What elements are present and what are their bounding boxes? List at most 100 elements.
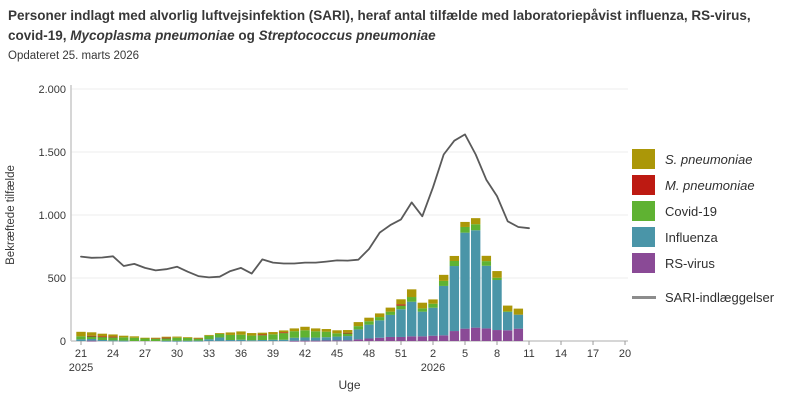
legend-swatch-icon [632, 227, 655, 247]
legend-item-line: SARI-indlæggelser [632, 284, 774, 310]
bar-segment-covid-19 [428, 303, 438, 308]
bar-segment-influenza [76, 339, 86, 341]
sari-admissions-line [80, 133, 530, 279]
bar-segment-rs-virus [353, 339, 364, 341]
bar-segment-s-pneumoniae [470, 218, 481, 225]
legend-item: RS-virus [632, 250, 774, 276]
bar-segment-influenza [364, 324, 374, 339]
title-text: Personer indlagt med alvorlig luftvejsin… [8, 8, 751, 43]
bar-segment-rs-virus [300, 340, 310, 342]
bar-segment-influenza [278, 339, 289, 341]
chart-legend: S. pneumoniae M. pneumoniae Covid-19 Influe… [632, 146, 774, 310]
bar-segment-rs-virus [321, 340, 332, 342]
legend-swatch-icon [632, 149, 655, 169]
bar-segment-rs-virus [460, 328, 470, 341]
bar-segment-s-pneumoniae [449, 255, 460, 261]
bar-segment-s-pneumoniae [428, 299, 438, 304]
bar-segment-influenza [289, 337, 300, 341]
bar-segment-s-pneumoniae [321, 329, 332, 332]
x-tick-label: 42 [299, 348, 311, 360]
bar-segment-influenza [204, 339, 214, 341]
year-label-2025: 2025 [69, 362, 93, 374]
bar-segment-s-pneumoniae [492, 271, 502, 278]
bar-segment-influenza [396, 309, 406, 337]
x-tick-label: 14 [555, 348, 567, 360]
bar-segment-s-pneumoniae [76, 331, 86, 337]
bar-segment-covid-19 [172, 337, 182, 341]
bar-segment-m-pneumoniae [278, 332, 289, 334]
bar-segment-s-pneumoniae [246, 333, 257, 336]
bar-segment-s-pneumoniae [300, 326, 310, 331]
bar-segment-s-pneumoniae [97, 333, 108, 337]
legend-item-label: Covid-19 [665, 203, 718, 219]
bar-segment-covid-19 [129, 337, 140, 341]
legend-item-label: Influenza [665, 229, 718, 245]
bar-segment-covid-19 [321, 331, 332, 338]
bar-segment-rs-virus [289, 340, 300, 342]
bar-segment-rs-virus [364, 338, 374, 341]
bar-segment-covid-19 [86, 336, 97, 339]
y-tick-label: 0 [60, 336, 66, 348]
page-title: Personer indlagt med alvorlig luftvejsin… [8, 6, 792, 45]
x-tick-label: 27 [139, 348, 151, 360]
bar-segment-influenza [460, 232, 470, 329]
bar-segment-s-pneumoniae [332, 330, 342, 334]
title-italic-streptococcus: Streptococcus pneumoniae [258, 27, 436, 43]
bar-segment-m-pneumoniae [342, 332, 353, 334]
bar-segment-covid-19 [332, 333, 342, 337]
x-tick-label: 33 [203, 348, 215, 360]
bar-segment-influenza [300, 337, 310, 341]
bar-segment-influenza [492, 280, 502, 331]
x-axis-title: Uge [338, 378, 360, 392]
bar-segment-covid-19 [385, 311, 396, 315]
legend-item-label: RS-virus [665, 255, 715, 271]
bar-segment-covid-19 [140, 338, 150, 341]
bar-segment-rs-virus [481, 328, 492, 341]
bar-segment-s-pneumoniae [257, 332, 268, 335]
bar-segment-s-pneumoniae [225, 332, 236, 335]
legend-item-label: S. pneumoniae [665, 151, 753, 167]
bar-segment-rs-virus [310, 340, 321, 342]
bar-segment-covid-19 [108, 337, 118, 341]
bar-segment-covid-19 [278, 333, 289, 340]
bar-segment-covid-19 [204, 335, 214, 340]
x-tick-label: 48 [363, 348, 375, 360]
legend-item-label: SARI-indlæggelser [665, 289, 775, 305]
bar-segment-influenza [342, 336, 353, 341]
bar-segment-covid-19 [193, 338, 204, 341]
bar-segment-s-pneumoniae [214, 333, 225, 334]
bar-segment-covid-19 [289, 331, 300, 338]
legend-swatch-icon [632, 201, 655, 221]
bar-segment-m-pneumoniae [97, 336, 108, 338]
bar-segment-covid-19 [257, 335, 268, 340]
bar-segment-s-pneumoniae [204, 334, 214, 336]
bar-segment-s-pneumoniae [268, 332, 278, 335]
x-tick-label: 45 [331, 348, 343, 360]
bar-segment-m-pneumoniae [396, 304, 406, 306]
bar-segment-s-pneumoniae [140, 337, 150, 339]
bar-segment-influenza [502, 311, 513, 331]
bar-segment-covid-19 [182, 337, 193, 341]
bar-segment-s-pneumoniae [353, 322, 364, 327]
bar-segment-m-pneumoniae [257, 334, 268, 336]
bar-segment-influenza [332, 336, 342, 341]
bar-segment-covid-19 [374, 317, 385, 321]
bar-segment-rs-virus [86, 340, 97, 342]
x-tick-label: 11 [523, 348, 534, 360]
legend-line-swatch-icon [632, 295, 656, 299]
bar-segment-influenza [449, 266, 460, 332]
bar-segment-covid-19 [502, 311, 513, 313]
bar-segment-covid-19 [161, 338, 172, 341]
y-tick-label: 2.000 [38, 84, 66, 96]
bar-segment-covid-19 [150, 338, 161, 341]
bar-segment-rs-virus [342, 340, 353, 342]
bar-segment-influenza [321, 337, 332, 341]
bar-segment-s-pneumoniae [182, 337, 193, 339]
bar-segment-covid-19 [76, 336, 86, 340]
bar-segment-rs-virus [470, 327, 481, 341]
bar-segment-m-pneumoniae [161, 337, 172, 339]
bar-segment-covid-19 [481, 261, 492, 266]
bar-segment-covid-19 [225, 334, 236, 340]
bar-segment-rs-virus [513, 328, 524, 341]
legend-swatch-icon [632, 175, 655, 195]
